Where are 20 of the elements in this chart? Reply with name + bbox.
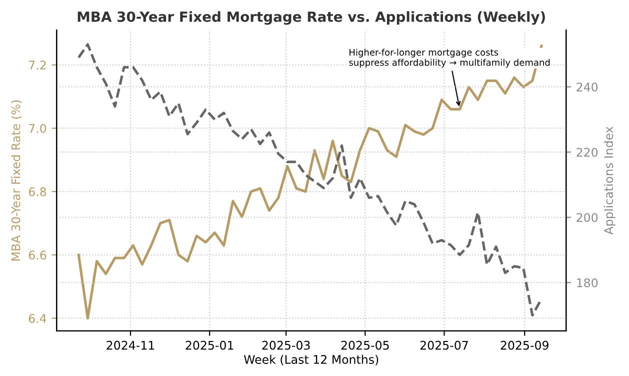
y-tick-label: 6.4 — [28, 314, 46, 323]
y2-tick-label: 220 — [576, 148, 598, 157]
annotation: Higher-for-longer mortgage costs suppress affordability → multifamily demand — [349, 48, 550, 68]
y2-tick-label: 240 — [576, 82, 598, 92]
x-tick-label: 2025-07 — [420, 340, 468, 350]
y2-axis-title: Applications Index — [604, 126, 616, 235]
y2-tick-label: 200 — [576, 213, 598, 222]
y2-tick-label: 180 — [577, 278, 598, 288]
y-tick-label: 6.6 — [28, 250, 46, 260]
y-tick-label: 7.0 — [29, 124, 46, 133]
x-tick-label: 2025-05 — [341, 340, 389, 350]
x-tick-label: 2025-03 — [262, 340, 310, 350]
chart-title: MBA 30-Year Fixed Mortgage Rate vs. Applications (Weekly) — [78, 11, 545, 25]
y-axis-title: MBA 30-Year Fixed Rate (%) — [11, 100, 22, 260]
x-tick-label: 2024-11 — [106, 340, 154, 350]
x-tick-label: 2025-09 — [500, 340, 548, 350]
y-tick-label: 6.8 — [28, 187, 46, 196]
x-axis-title: Week (Last 12 Months) — [244, 354, 378, 366]
y-tick-label: 7.2 — [29, 60, 46, 70]
x-tick-label: 2025-01 — [186, 340, 234, 350]
